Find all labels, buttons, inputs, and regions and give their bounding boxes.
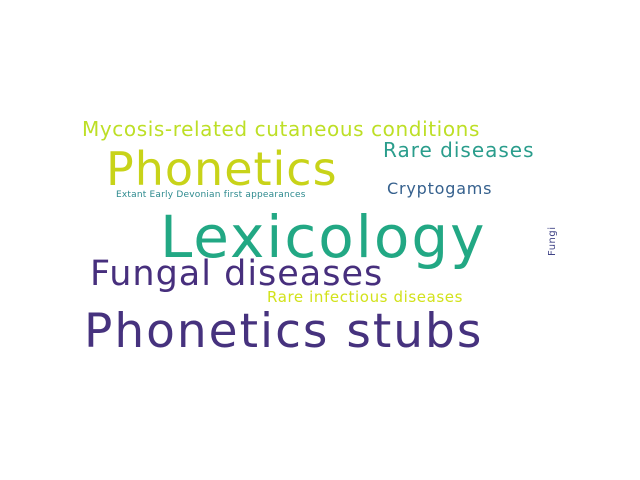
word-fungal-diseases: Fungal diseases xyxy=(90,257,383,292)
word-fungi: Fungi xyxy=(548,226,558,256)
word-rare-infectious-diseases: Rare infectious diseases xyxy=(267,290,463,305)
word-cryptogams: Cryptogams xyxy=(387,181,492,197)
word-mycosis-related-cutaneous-conditions: Mycosis-related cutaneous conditions xyxy=(82,119,480,139)
word-phonetics: Phonetics xyxy=(106,146,338,192)
word-extant-early-devonian-first-appearances: Extant Early Devonian first appearances xyxy=(116,191,306,200)
word-rare-diseases: Rare diseases xyxy=(383,140,535,160)
word-phonetics-stubs: Phonetics stubs xyxy=(84,308,483,355)
